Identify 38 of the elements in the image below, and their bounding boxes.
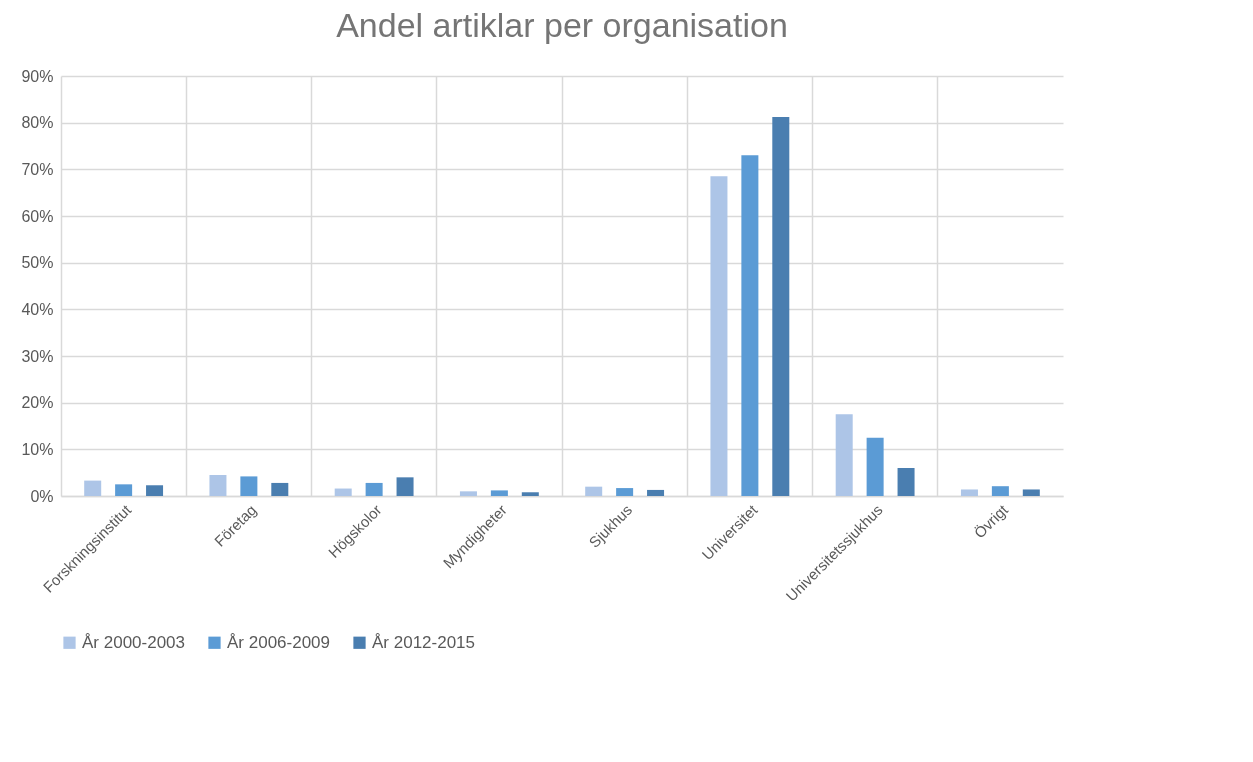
bar <box>459 491 477 496</box>
bar <box>334 488 352 496</box>
bar <box>960 489 978 496</box>
bar <box>240 476 258 496</box>
bar <box>772 117 790 496</box>
bar <box>396 477 414 496</box>
legend-label: År 2012-2015 <box>372 632 476 652</box>
bar <box>521 492 539 496</box>
y-tick-label: 10% <box>21 440 54 458</box>
bar <box>84 480 102 496</box>
bar <box>209 475 227 496</box>
legend-label: År 2000-2003 <box>82 632 186 652</box>
y-tick-label: 30% <box>21 347 54 365</box>
bar <box>616 488 634 496</box>
bar <box>897 468 915 496</box>
y-tick-label: 80% <box>21 114 54 132</box>
bar <box>115 484 133 496</box>
bar <box>991 486 1009 496</box>
bar <box>146 485 164 496</box>
bar <box>271 482 289 496</box>
bar <box>741 155 759 496</box>
bar <box>490 490 508 496</box>
bar <box>585 486 603 496</box>
y-tick-label: 90% <box>21 67 54 85</box>
y-tick-label: 40% <box>21 300 54 318</box>
legend-label: År 2006-2009 <box>227 632 331 652</box>
y-tick-label: 20% <box>21 394 54 412</box>
y-tick-label: 0% <box>30 487 54 505</box>
y-tick-label: 50% <box>21 254 54 272</box>
bar <box>835 414 853 496</box>
bar <box>647 489 665 496</box>
y-tick-label: 60% <box>21 207 54 225</box>
bar <box>866 437 884 496</box>
bar <box>1022 489 1040 496</box>
chart-title: Andel artiklar per organisation <box>336 6 788 44</box>
bar <box>365 482 383 496</box>
bar <box>710 176 728 496</box>
y-tick-label: 70% <box>21 160 54 178</box>
